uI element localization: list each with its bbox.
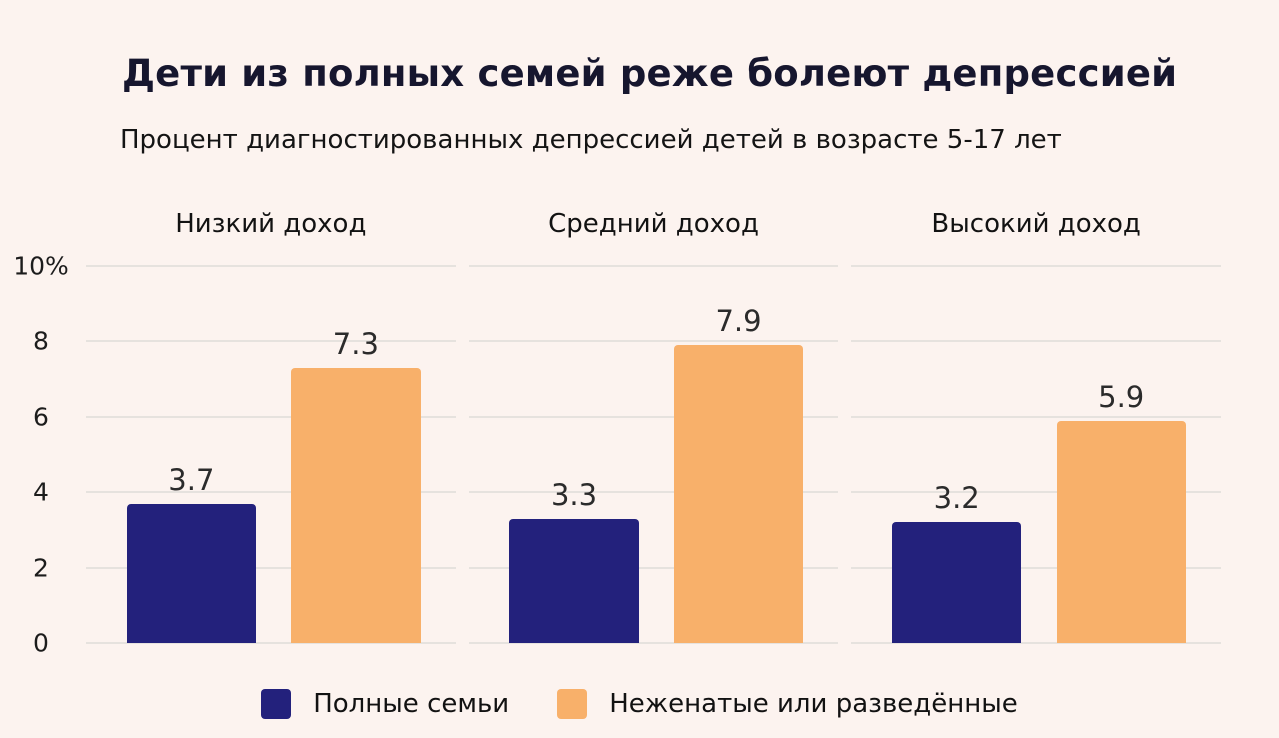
bar-group: 5.9 [1056,266,1186,643]
gridline [86,340,456,343]
bar-value-label: 7.3 [332,326,379,361]
panel-title-low-income: Низкий доход [175,209,367,239]
gridline [468,566,839,569]
gridline [851,566,1222,569]
legend-swatch-intact-families [261,689,292,719]
y-tick-label: 0 [33,628,49,658]
gridline [851,491,1222,494]
gridline [86,491,456,494]
bar-single-or-divorced [291,367,421,643]
legend-label-single-or-divorced: Неженатые или разведённые [609,689,1018,719]
bar-intact-families [126,503,257,643]
legend-item-intact-families: Полные семьи [261,689,509,719]
gridline [468,415,839,418]
y-tick-label: 2 [33,553,49,583]
gridline [86,415,456,418]
bar-value-label: 5.9 [1098,379,1145,414]
page-subtitle: Процент диагностированных депрессией дет… [120,125,1062,155]
y-axis: 0 2 4 6 8 10% [8,254,74,656]
y-tick-label: 10% [13,251,69,281]
gridline [851,340,1222,343]
chart-area: 0 2 4 6 8 10% Низкий доход 3.7 7.3 Средний до… [8,209,1222,656]
gridline [468,642,839,644]
panel-high-income: Высокий доход 3.2 5.9 [851,209,1222,644]
gridline [468,491,839,494]
legend-swatch-single-or-divorced [557,689,588,719]
gridline [468,340,839,343]
panel-middle-income: Средний доход 3.3 7.9 [468,209,839,644]
page-title: Дети из полных семей реже болеют депресс… [122,52,1178,95]
bar-group: 3.3 [509,266,639,643]
bar-group: 3.2 [892,266,1022,643]
y-tick-label: 6 [33,402,49,432]
legend: Полные семьи Неженатые или разведённые [0,689,1279,719]
bar-value-label: 7.9 [715,304,762,339]
bar-value-label: 3.2 [933,481,980,516]
plot-high-income: 3.2 5.9 [851,265,1222,644]
bar-group: 7.9 [673,266,804,643]
panel-title-middle-income: Средний доход [548,209,759,239]
legend-label-intact-families: Полные семьи [313,689,510,719]
gridline [851,642,1222,644]
bar-single-or-divorced [1056,420,1186,643]
bar-value-label: 3.7 [168,462,215,497]
chart-panels: Низкий доход 3.7 7.3 Средний доход 3.3 [86,209,1222,644]
gridline [86,642,456,644]
gridline [851,415,1222,418]
gridline [86,566,456,569]
panel-low-income: Низкий доход 3.7 7.3 [86,209,456,644]
gridline [86,265,456,267]
bar-value-label: 3.3 [550,477,598,512]
y-tick-label: 8 [33,326,49,356]
plot-low-income: 3.7 7.3 [86,265,456,644]
gridline [468,265,839,267]
y-tick-label: 4 [33,477,49,507]
gridline [851,265,1222,267]
legend-item-single-or-divorced: Неженатые или разведённые [557,689,1018,719]
bar-intact-families [892,522,1022,643]
bar-intact-families [509,518,639,643]
bar-single-or-divorced [673,345,804,643]
panel-title-high-income: Высокий доход [931,209,1141,239]
bar-group: 3.7 [126,266,257,643]
plot-middle-income: 3.3 7.9 [468,265,839,644]
bar-group: 7.3 [291,266,421,643]
